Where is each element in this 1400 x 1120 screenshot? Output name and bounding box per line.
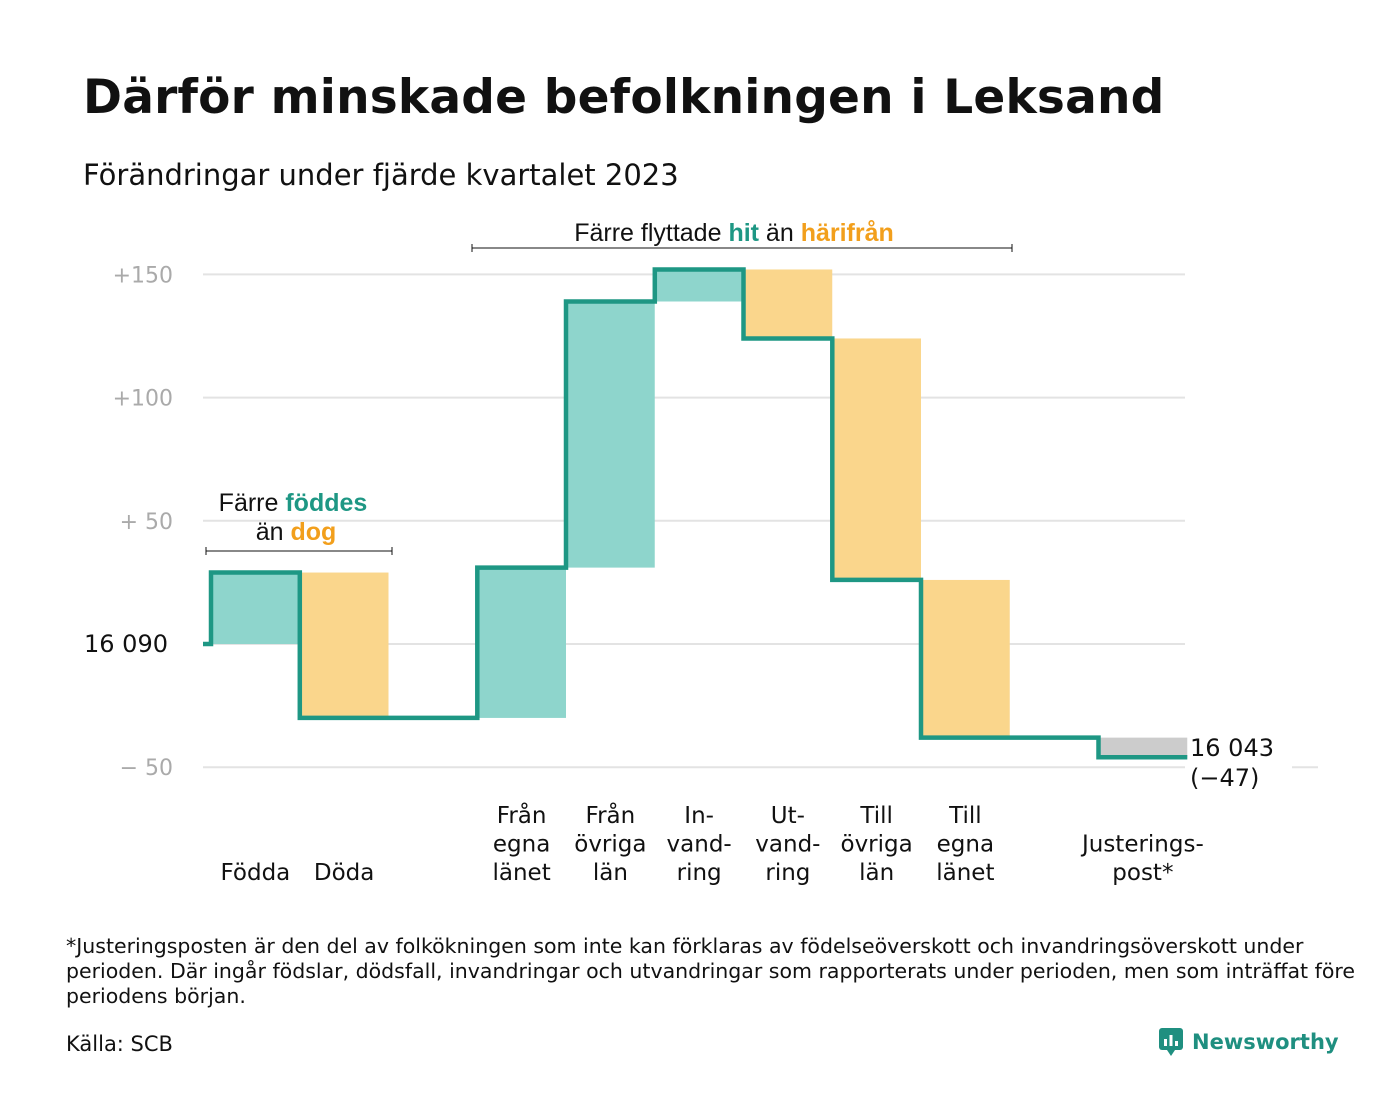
category-label: Födda	[220, 860, 290, 886]
waterfall-bar	[566, 301, 655, 568]
category-label-line: egna	[493, 832, 550, 858]
category-label: Till övriga län	[841, 803, 913, 886]
annotation-part: än	[256, 518, 291, 546]
category-label-line: länet	[493, 860, 551, 886]
footnote: *Justeringsposten är den del av folkökni…	[66, 934, 1355, 1008]
newsworthy-logo-icon	[1159, 1028, 1183, 1056]
y-tick-label: +150	[113, 263, 173, 288]
y-tick-label: − 50	[120, 756, 173, 781]
annotation-part: Färre	[219, 489, 286, 517]
category-label-line: Döda	[314, 860, 374, 886]
end-change-label: (−47)	[1190, 764, 1259, 792]
annotation-births-deaths-line1: Färre föddes	[219, 489, 368, 517]
newsworthy-logo: Newsworthy	[1158, 1027, 1339, 1057]
category-label-line: post*	[1112, 860, 1173, 886]
category-label-line: ring	[765, 860, 810, 886]
start-value-label: 16 090	[84, 630, 168, 658]
category-label-line: ring	[677, 860, 722, 886]
category-label-line: vand-	[667, 832, 732, 858]
category-label-line: Ut-	[771, 803, 805, 829]
newsworthy-logo-text: Newsworthy	[1192, 1030, 1339, 1054]
category-label-line: län	[593, 860, 628, 886]
y-tick-label: +100	[113, 387, 173, 412]
category-label-line: egna	[937, 832, 994, 858]
waterfall-bar	[654, 269, 744, 302]
waterfall-bar	[1098, 737, 1188, 758]
category-label-line: Till	[948, 803, 982, 829]
category-label-line: vand-	[755, 832, 820, 858]
category-label-line: övriga	[841, 832, 913, 858]
waterfall-bar	[921, 579, 1010, 738]
category-label-line: Från	[497, 801, 547, 829]
category-label: Från egna länet	[493, 801, 551, 886]
y-tick-label: + 50	[120, 510, 173, 535]
waterfall-bar	[477, 567, 566, 718]
waterfall-bar	[832, 338, 921, 580]
annotation-part: härifrån	[801, 219, 894, 247]
chart-subtitle: Förändringar under fjärde kvartalet 2023	[83, 158, 679, 192]
waterfall-bar	[299, 572, 389, 718]
annotation-part: föddes	[285, 489, 367, 517]
category-label: Från övriga län	[574, 801, 646, 886]
waterfall-bar	[743, 269, 833, 339]
category-label: Döda	[314, 860, 374, 886]
chart-title: Därför minskade befolkningen i Leksand	[83, 70, 1165, 125]
category-label-line: In-	[684, 803, 714, 829]
category-label-line: övriga	[574, 832, 646, 858]
waterfall-bar	[211, 572, 300, 644]
category-label: Till egna länet	[936, 803, 994, 886]
category-label-line: Till	[859, 803, 893, 829]
annotation-part: hit	[728, 219, 759, 247]
category-label-line: län	[859, 860, 894, 886]
end-value-label: 16 043	[1190, 734, 1274, 762]
annotation-migration: Färre flyttade hit än härifrån	[574, 219, 894, 247]
annotation-births-deaths-line2: än dog	[256, 518, 337, 546]
category-label-line: Från	[586, 801, 636, 829]
cumulative-line	[203, 267, 1188, 760]
source-label: Källa: SCB	[66, 1032, 173, 1056]
category-label: In-vand-ring	[667, 803, 732, 886]
category-label: Ut-vand-ring	[755, 803, 820, 886]
category-label-line: Födda	[220, 860, 290, 886]
annotation-part: dog	[290, 518, 336, 546]
category-label-line: länet	[936, 860, 994, 886]
annotation-part: än	[759, 219, 801, 247]
annotation-part: Färre flyttade	[574, 219, 728, 247]
category-label-line: Justerings-	[1080, 832, 1204, 858]
category-label: Justerings-post*	[1080, 832, 1204, 887]
